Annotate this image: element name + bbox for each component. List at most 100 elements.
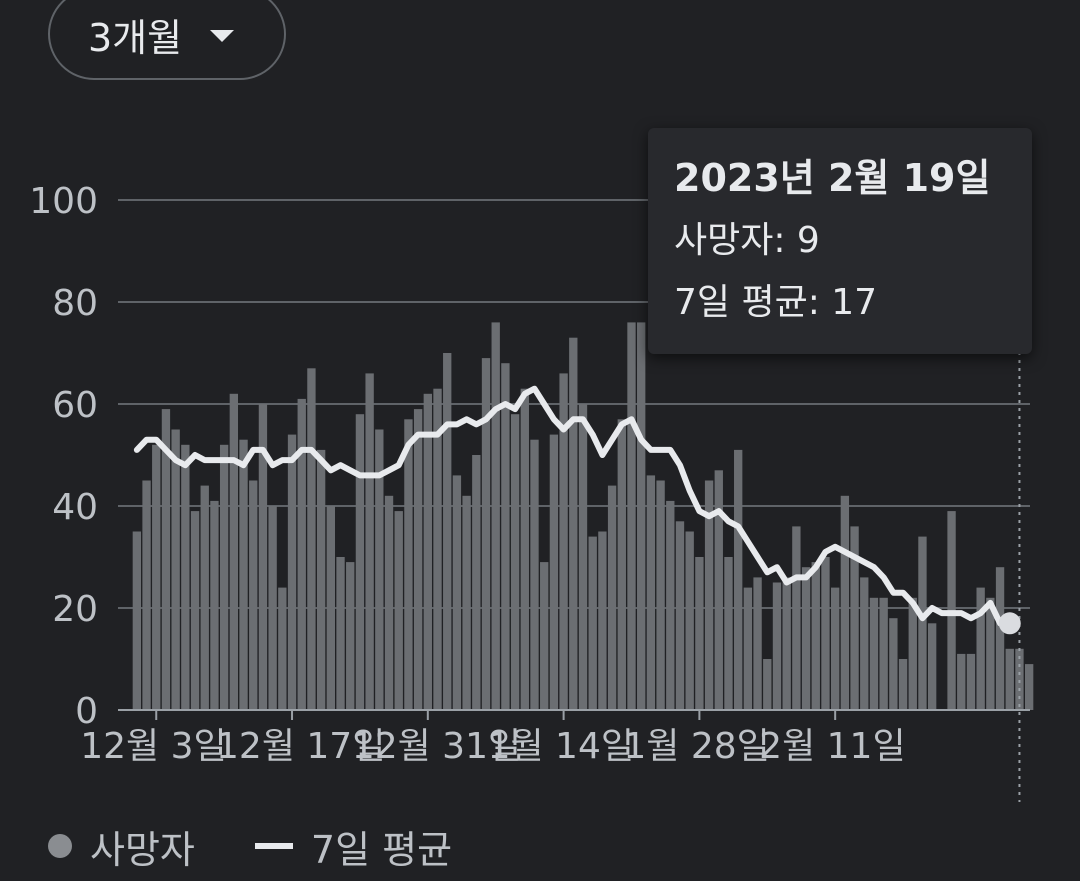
bar [782, 577, 791, 710]
range-selector-button[interactable]: 3개월 [48, 0, 286, 80]
bar [792, 526, 801, 710]
bar [821, 557, 830, 710]
bar [734, 449, 743, 710]
y-tick-label: 100 [29, 181, 98, 222]
bar [588, 536, 597, 710]
bar [346, 562, 355, 710]
bar [850, 526, 859, 710]
bar [966, 653, 976, 710]
bar [598, 531, 607, 710]
bar [132, 531, 142, 710]
chart-legend: 사망자 7일 평균 [48, 818, 452, 874]
bar [772, 582, 782, 710]
bar [249, 480, 258, 710]
bar [627, 322, 636, 710]
legend-deaths-marker [48, 834, 72, 858]
bar [433, 388, 442, 710]
bar [375, 429, 384, 710]
bar [879, 597, 888, 710]
bar [957, 653, 966, 710]
legend-deaths-label: 사망자 [90, 827, 195, 872]
tooltip-deaths: 사망자: 9 [674, 220, 820, 261]
bar [142, 480, 151, 710]
bar [1015, 648, 1024, 710]
bar [869, 597, 879, 710]
x-tick-label: 1월 28일 [623, 726, 769, 767]
tooltip-date: 2023년 2월 19일 [674, 156, 991, 200]
bar [801, 567, 811, 710]
bar [763, 659, 772, 710]
bar [927, 623, 937, 710]
x-tick-label: 1월 14일 [488, 726, 634, 767]
y-tick-label: 60 [52, 385, 98, 426]
bar [239, 439, 248, 710]
average-line [133, 385, 1013, 627]
bar [219, 444, 229, 710]
bar [724, 557, 733, 710]
bar [695, 557, 704, 710]
bar [1024, 664, 1034, 710]
x-tick-label: 12월 31일 [352, 726, 521, 767]
bar [152, 444, 161, 710]
bar [316, 449, 326, 710]
x-tick-label: 12월 3일 [80, 726, 226, 767]
bar [986, 597, 995, 710]
bar [540, 562, 549, 710]
bar [889, 618, 898, 710]
bar [510, 414, 520, 710]
bar [200, 485, 209, 710]
bar [520, 388, 529, 710]
bar [811, 562, 820, 710]
bar [413, 409, 423, 710]
legend-average-label: 7일 평균 [310, 827, 453, 872]
bar [326, 506, 335, 710]
bar [666, 500, 675, 710]
bar [491, 322, 500, 710]
bar [481, 358, 491, 710]
y-tick-label: 80 [52, 283, 98, 324]
bar [976, 587, 985, 710]
bar [307, 368, 316, 710]
bar [452, 475, 462, 710]
bar [753, 577, 762, 710]
legend-average-marker [254, 843, 293, 849]
bar [714, 470, 723, 710]
bar [675, 521, 685, 710]
bar [607, 485, 617, 710]
bar [840, 495, 850, 710]
selected-point [998, 612, 1021, 635]
bar [355, 414, 365, 710]
x-tick-label: 12월 17일 [216, 726, 385, 767]
bar [462, 495, 471, 710]
bar [229, 393, 239, 710]
bar [549, 434, 559, 710]
bar [268, 506, 277, 710]
bar [443, 353, 452, 710]
bar [743, 587, 753, 710]
bar [569, 337, 578, 710]
bar [908, 597, 917, 710]
bar [831, 587, 840, 710]
bar [278, 587, 287, 710]
bar [472, 455, 481, 710]
y-tick-label: 40 [52, 487, 98, 528]
tooltip-average: 7일 평균: 17 [674, 282, 878, 323]
bar [171, 429, 180, 710]
bar [336, 557, 345, 710]
bar [860, 577, 869, 710]
bar [578, 404, 588, 710]
bar [501, 363, 510, 710]
bar [656, 480, 665, 710]
bar [559, 373, 568, 710]
bar [423, 393, 432, 710]
bar [898, 659, 908, 710]
bar [210, 500, 219, 710]
bar [394, 511, 403, 710]
bar [258, 404, 268, 710]
range-selector-label: 3개월 [88, 15, 183, 60]
bar [685, 531, 694, 710]
bar [365, 373, 374, 710]
bar [297, 398, 306, 710]
bar [384, 495, 394, 710]
